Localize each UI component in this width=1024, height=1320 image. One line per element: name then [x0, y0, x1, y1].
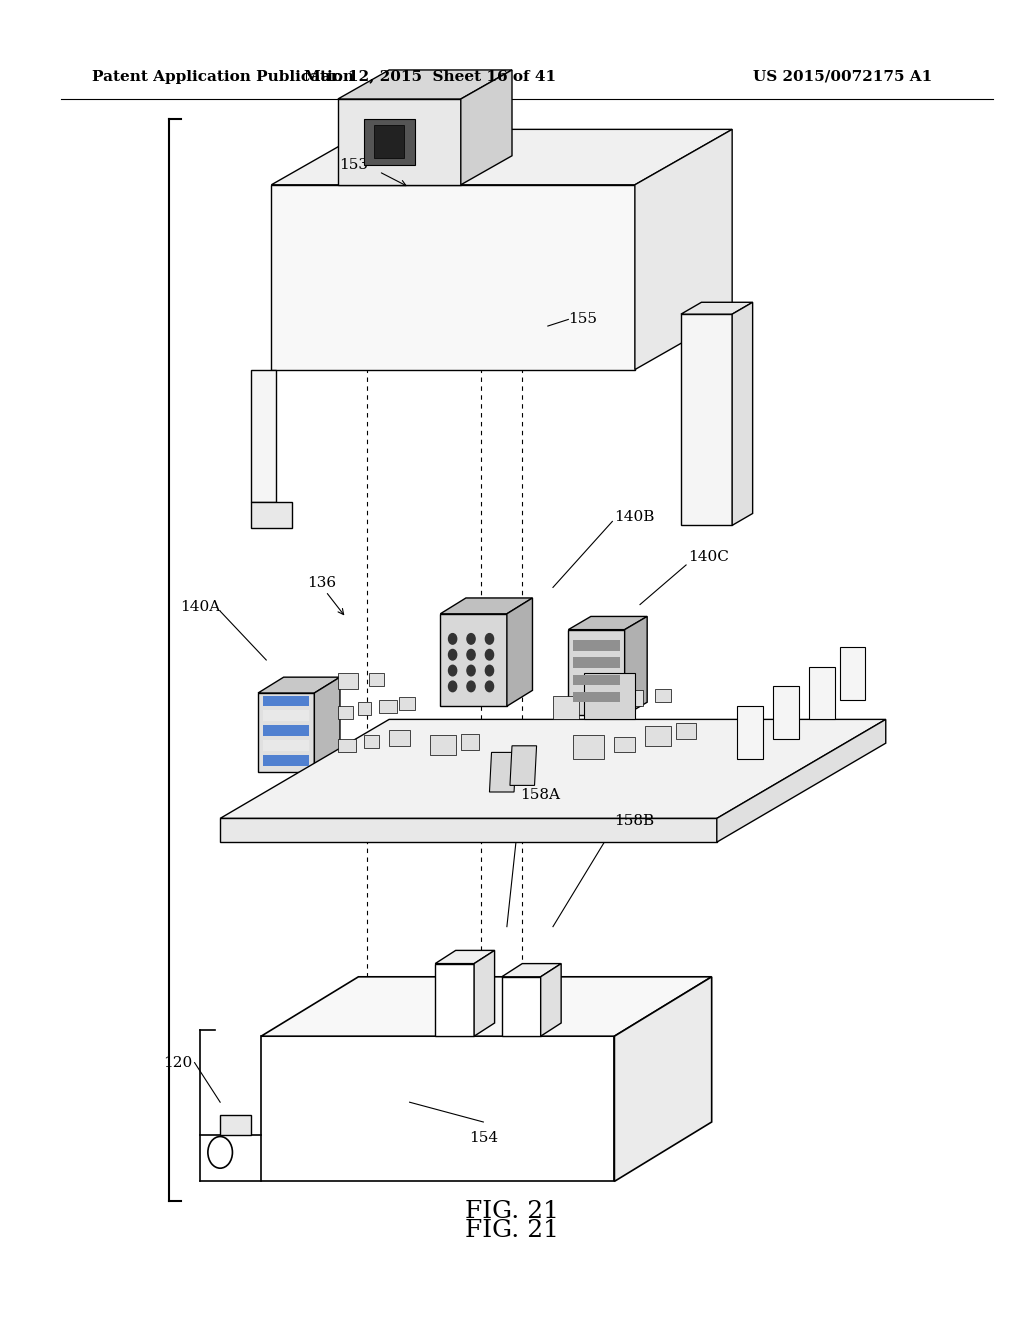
- Polygon shape: [589, 693, 609, 713]
- Polygon shape: [263, 755, 309, 766]
- Polygon shape: [461, 734, 479, 750]
- Polygon shape: [489, 752, 516, 792]
- Polygon shape: [614, 977, 712, 1181]
- Polygon shape: [338, 99, 461, 185]
- Circle shape: [467, 649, 475, 660]
- Polygon shape: [263, 741, 309, 751]
- Text: FIG. 21: FIG. 21: [465, 1200, 559, 1224]
- Polygon shape: [676, 723, 696, 739]
- Polygon shape: [568, 616, 647, 630]
- Text: FIG. 21: FIG. 21: [465, 1218, 559, 1242]
- Polygon shape: [258, 677, 340, 693]
- Text: 155: 155: [568, 313, 597, 326]
- Polygon shape: [809, 667, 835, 719]
- Polygon shape: [261, 1036, 614, 1181]
- Polygon shape: [435, 964, 474, 1036]
- Polygon shape: [737, 706, 763, 759]
- Polygon shape: [655, 689, 671, 702]
- Polygon shape: [635, 129, 732, 370]
- Text: 153: 153: [339, 158, 368, 172]
- Text: 158A: 158A: [520, 788, 560, 801]
- Polygon shape: [314, 677, 340, 772]
- Polygon shape: [541, 964, 561, 1036]
- Polygon shape: [251, 370, 276, 502]
- Polygon shape: [263, 710, 309, 721]
- Polygon shape: [338, 706, 353, 719]
- Polygon shape: [338, 70, 512, 99]
- Circle shape: [485, 634, 494, 644]
- Polygon shape: [568, 630, 625, 715]
- Polygon shape: [220, 719, 886, 818]
- Polygon shape: [440, 598, 532, 614]
- Circle shape: [485, 681, 494, 692]
- Polygon shape: [773, 686, 799, 739]
- Polygon shape: [251, 502, 292, 528]
- Polygon shape: [573, 640, 620, 651]
- Polygon shape: [573, 735, 604, 759]
- Polygon shape: [461, 70, 512, 185]
- Polygon shape: [389, 730, 410, 746]
- Text: US 2015/0072175 A1: US 2015/0072175 A1: [753, 70, 932, 83]
- Polygon shape: [681, 302, 753, 314]
- Text: 140A: 140A: [180, 601, 220, 614]
- Polygon shape: [573, 657, 620, 668]
- Polygon shape: [261, 977, 712, 1036]
- Polygon shape: [584, 673, 635, 719]
- Text: 154: 154: [469, 1131, 498, 1144]
- Polygon shape: [358, 702, 371, 715]
- Polygon shape: [364, 735, 379, 748]
- Polygon shape: [399, 697, 415, 710]
- Polygon shape: [271, 129, 732, 185]
- Text: Patent Application Publication: Patent Application Publication: [92, 70, 354, 83]
- Polygon shape: [502, 977, 541, 1036]
- Polygon shape: [338, 739, 356, 752]
- Text: 140B: 140B: [614, 511, 654, 524]
- Polygon shape: [645, 726, 671, 746]
- Polygon shape: [507, 598, 532, 706]
- Circle shape: [467, 681, 475, 692]
- Text: 158B: 158B: [614, 814, 654, 828]
- Polygon shape: [369, 673, 384, 686]
- Polygon shape: [474, 950, 495, 1036]
- Circle shape: [449, 681, 457, 692]
- Polygon shape: [379, 700, 397, 713]
- Polygon shape: [573, 675, 620, 685]
- Polygon shape: [717, 719, 886, 842]
- Text: 136: 136: [307, 577, 336, 590]
- Text: 140C: 140C: [688, 550, 729, 564]
- Polygon shape: [732, 302, 753, 525]
- Polygon shape: [681, 314, 732, 525]
- Polygon shape: [573, 692, 620, 702]
- Circle shape: [485, 665, 494, 676]
- Polygon shape: [553, 696, 579, 719]
- Polygon shape: [625, 690, 643, 706]
- Polygon shape: [220, 818, 717, 842]
- Circle shape: [485, 649, 494, 660]
- Polygon shape: [374, 125, 404, 158]
- Polygon shape: [220, 1115, 251, 1135]
- Text: 120: 120: [163, 1056, 193, 1069]
- Circle shape: [467, 634, 475, 644]
- Circle shape: [449, 665, 457, 676]
- Polygon shape: [364, 119, 415, 165]
- Polygon shape: [271, 185, 635, 370]
- Polygon shape: [510, 746, 537, 785]
- Circle shape: [449, 634, 457, 644]
- Polygon shape: [258, 693, 314, 772]
- Polygon shape: [840, 647, 865, 700]
- Circle shape: [467, 665, 475, 676]
- Text: Mar. 12, 2015  Sheet 16 of 41: Mar. 12, 2015 Sheet 16 of 41: [304, 70, 556, 83]
- Polygon shape: [430, 735, 456, 755]
- Circle shape: [449, 649, 457, 660]
- Polygon shape: [263, 696, 309, 706]
- Polygon shape: [625, 616, 647, 715]
- Polygon shape: [263, 726, 309, 737]
- Polygon shape: [502, 964, 561, 977]
- Polygon shape: [435, 950, 495, 964]
- Polygon shape: [614, 737, 635, 752]
- Polygon shape: [338, 673, 358, 689]
- Polygon shape: [440, 614, 507, 706]
